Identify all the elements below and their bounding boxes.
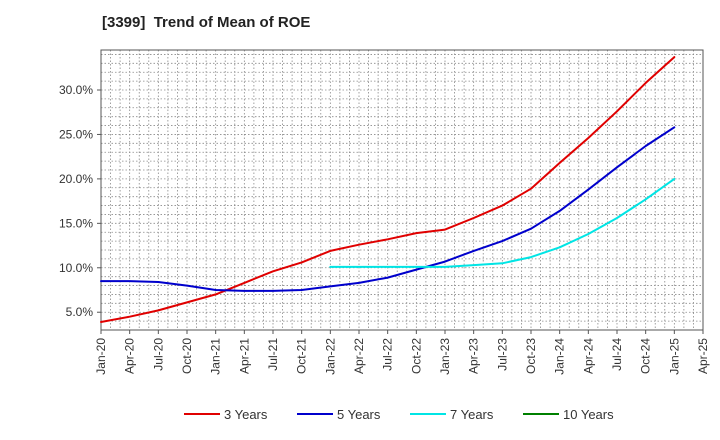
- x-tick-label: Apr-23: [467, 338, 481, 374]
- y-tick-label: 5.0%: [66, 305, 94, 319]
- x-tick-label: Apr-25: [696, 338, 710, 374]
- x-tick-label: Oct-23: [524, 338, 538, 374]
- x-tick-label: Jan-22: [323, 338, 337, 375]
- x-tick-label: Jul-20: [151, 338, 165, 371]
- x-tick-label: Jan-21: [209, 338, 223, 375]
- x-tick-label: Jan-20: [94, 338, 108, 375]
- legend-label: 10 Years: [563, 407, 614, 422]
- x-tick-label: Oct-24: [639, 338, 653, 374]
- x-tick-label: Jan-24: [553, 338, 567, 375]
- x-tick-label: Oct-20: [180, 338, 194, 374]
- x-tick-label: Apr-22: [352, 338, 366, 374]
- x-tick-label: Apr-24: [581, 338, 595, 374]
- x-tick-label: Jul-22: [381, 338, 395, 371]
- y-tick-label: 25.0%: [59, 127, 93, 141]
- y-tick-label: 15.0%: [59, 216, 93, 230]
- y-tick-label: 20.0%: [59, 172, 93, 186]
- series-line: [100, 56, 676, 323]
- x-tick-label: Jul-21: [266, 338, 280, 371]
- legend-label: 7 Years: [450, 407, 494, 422]
- series-line: [100, 126, 676, 292]
- x-tick-label: Apr-20: [123, 338, 137, 374]
- x-tick-label: Jul-23: [495, 338, 509, 371]
- x-tick-label: Oct-21: [295, 338, 309, 374]
- legend-label: 3 Years: [224, 407, 268, 422]
- x-tick-label: Oct-22: [409, 338, 423, 374]
- plot-area: [100, 49, 704, 331]
- x-tick-label: Apr-21: [237, 338, 251, 374]
- y-tick-label: 10.0%: [59, 261, 93, 275]
- legend-label: 5 Years: [337, 407, 381, 422]
- x-tick-label: Jul-24: [610, 338, 624, 371]
- chart-title: [3399] Trend of Mean of ROE: [102, 14, 311, 31]
- y-tick-label: 30.0%: [59, 83, 93, 97]
- x-tick-label: Jan-23: [438, 338, 452, 375]
- series-line: [329, 177, 676, 268]
- x-tick-label: Jan-25: [667, 338, 681, 375]
